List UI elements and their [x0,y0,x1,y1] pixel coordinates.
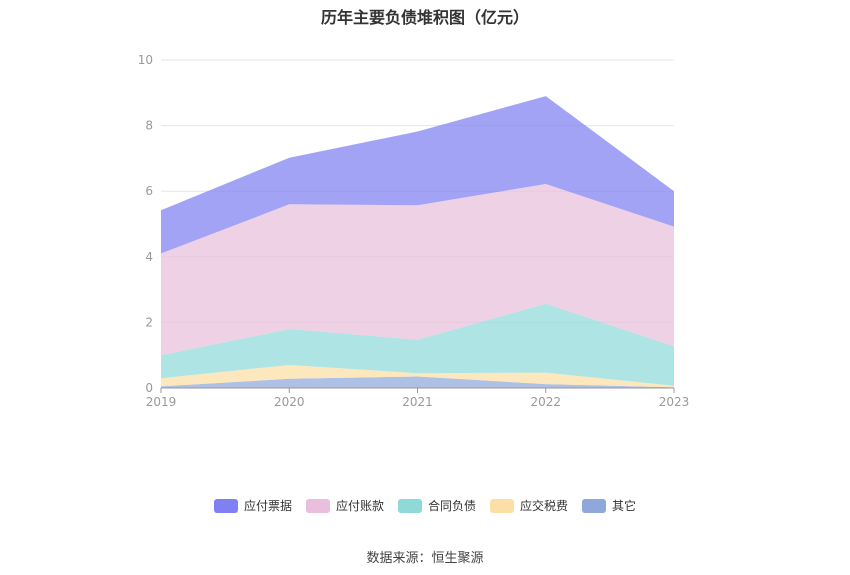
area-其它 [161,376,674,388]
area-应付账款 [161,184,674,356]
x-tick-label: 2021 [402,395,433,409]
legend-swatch [490,498,514,513]
y-tick-label: 8 [145,119,153,133]
legend-label: 应交税费 [520,499,569,513]
legend-label: 应付账款 [335,499,384,513]
legend-swatch [582,498,607,513]
y-tick-label: 10 [138,53,153,67]
legend-item[interactable]: 应付账款 [305,497,384,514]
legend-label: 其它 [612,499,637,513]
legend-swatch [397,498,422,513]
source-text: 数据来源：恒生聚源 [366,551,484,566]
area-series [161,96,674,388]
legend-label: 应付票据 [243,499,292,513]
chart-title: 历年主要负债堆积图（亿元） [320,8,529,27]
y-tick-label: 0 [145,381,153,395]
y-tick-label: 2 [145,315,153,329]
area-合同负债 [161,303,674,386]
legend-item[interactable]: 其它 [582,497,636,514]
x-tick-label: 2022 [530,395,561,409]
x-tick-label: 2020 [274,395,305,409]
y-tick-label: 6 [145,184,153,198]
legend-item[interactable]: 合同负债 [397,497,476,514]
legend: 应付票据 应付账款 合同负债 应交税费 其它 [0,497,850,514]
legend-item[interactable]: 应付票据 [213,497,292,514]
legend-label: 合同负债 [427,499,476,513]
legend-swatch [305,498,330,513]
axes: 0 2 4 6 8 10 2019 2020 2021 2022 2023 [138,53,690,409]
area-应付票据 [161,96,674,254]
y-tick-label: 4 [145,250,153,264]
x-tick-label: 2023 [659,395,690,409]
legend-swatch [213,498,238,513]
legend-item[interactable]: 应交税费 [490,497,568,514]
x-tick-label: 2019 [146,395,177,409]
area-应交税费 [161,365,674,388]
